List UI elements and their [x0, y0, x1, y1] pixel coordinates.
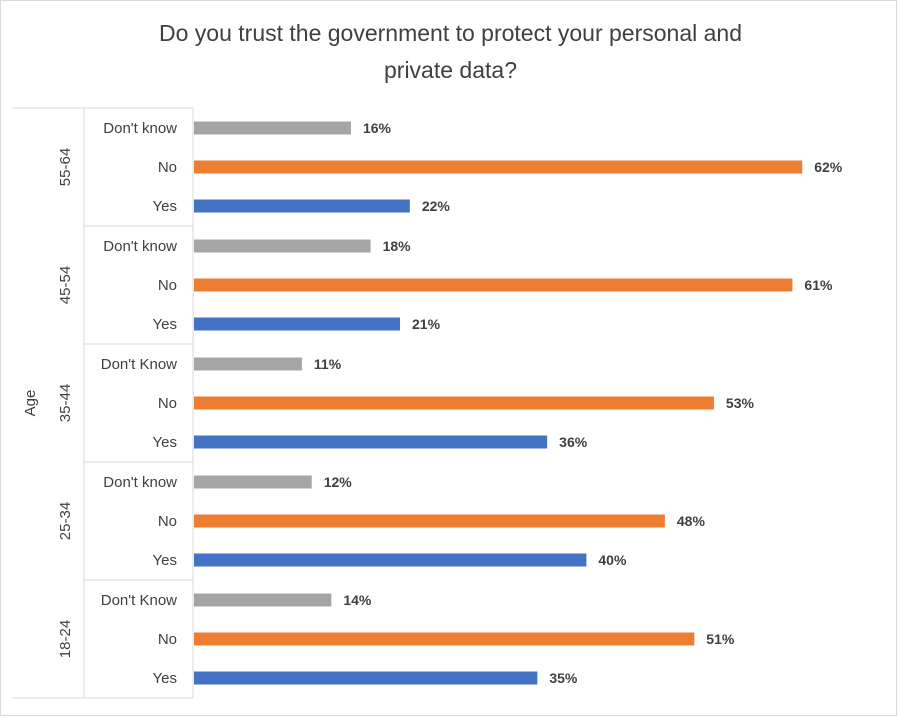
bar [194, 553, 587, 567]
group-label: 55-64 [57, 148, 74, 186]
category-tick-label: No [158, 513, 177, 530]
category-tick-label: No [158, 631, 177, 648]
chart-title: Do you trust the government to protect y… [1, 15, 899, 89]
bar [194, 160, 803, 174]
data-label: 40% [598, 552, 627, 568]
category-tick-label: Don't Know [101, 356, 177, 373]
chart-title-line-2: private data? [384, 57, 517, 83]
data-label: 51% [706, 631, 735, 647]
bar [194, 278, 793, 292]
group-label: 35-44 [57, 384, 74, 422]
category-tick-label: Yes [153, 670, 177, 687]
bar [194, 239, 371, 253]
data-label: 14% [343, 592, 372, 608]
bar [194, 593, 332, 607]
data-label: 62% [814, 159, 843, 175]
data-label: 35% [549, 670, 578, 686]
category-tick-label: No [158, 277, 177, 294]
category-tick-label: No [158, 159, 177, 176]
data-label: 16% [363, 120, 392, 136]
y-axis-title: Age [22, 390, 39, 417]
data-label: 18% [383, 238, 412, 254]
data-label: 21% [412, 316, 441, 332]
data-label: 36% [559, 434, 588, 450]
bar [194, 357, 302, 371]
category-tick-label: Yes [153, 198, 177, 215]
chart-title-line-1: Do you trust the government to protect y… [159, 20, 742, 46]
group-label: 25-34 [57, 502, 74, 540]
group-label: 45-54 [57, 266, 74, 304]
bar [194, 671, 538, 685]
bar [194, 514, 665, 528]
bar [194, 632, 695, 646]
category-tick-label: Yes [153, 434, 177, 451]
bar [194, 396, 714, 410]
category-tick-label: Yes [153, 552, 177, 569]
data-label: 48% [677, 513, 706, 529]
category-tick-label: Yes [153, 316, 177, 333]
bar [194, 435, 548, 449]
category-tick-label: Don't Know [101, 592, 177, 609]
bar [194, 475, 312, 489]
category-tick-label: No [158, 395, 177, 412]
data-label: 11% [314, 356, 342, 372]
data-label: 61% [804, 277, 833, 293]
data-label: 53% [726, 395, 755, 411]
group-label: 18-24 [57, 620, 74, 658]
category-tick-label: Don't know [103, 120, 177, 137]
bar [194, 317, 401, 331]
category-tick-label: Don't know [103, 474, 177, 491]
data-label: 22% [422, 198, 451, 214]
category-tick-label: Don't know [103, 238, 177, 255]
bar [194, 199, 410, 213]
data-label: 12% [324, 474, 353, 490]
bar [194, 121, 351, 135]
